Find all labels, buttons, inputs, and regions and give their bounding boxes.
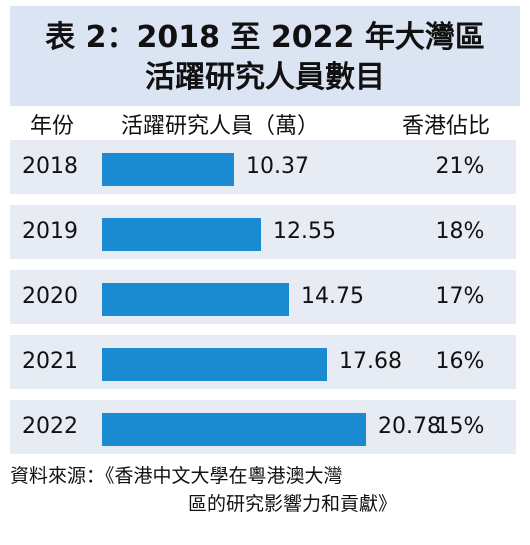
bar — [102, 153, 234, 186]
header-researchers: 活躍研究人員（萬） — [121, 114, 320, 139]
bar-value-label: 17.68 — [339, 349, 402, 374]
bar-value-label: 12.55 — [273, 219, 336, 244]
bar-value-label: 10.37 — [246, 154, 309, 179]
hk-share-value: 17% — [435, 284, 485, 309]
bar-row: 2020 14.75 17% — [10, 270, 516, 324]
bar-row: 2022 20.78 15% — [10, 400, 516, 454]
hk-share-value: 21% — [435, 154, 485, 179]
title-box: 表 2：2018 至 2022 年大灣區 活躍研究人員數目 — [10, 6, 520, 106]
source-note: 資料來源：《香港中文大學在粵港澳大灣 區的研究影響力和貢獻》 — [10, 462, 520, 518]
bar-row: 2021 17.68 16% — [10, 335, 516, 389]
header-hk-share: 香港佔比 — [402, 114, 491, 139]
hk-share-value: 15% — [435, 414, 485, 439]
year-label: 2018 — [22, 154, 78, 179]
source-line-2: 區的研究影響力和貢獻》 — [188, 493, 398, 515]
bar-row: 2018 10.37 21% — [10, 140, 516, 194]
hk-share-value: 18% — [435, 219, 485, 244]
bar — [102, 348, 327, 381]
bar — [102, 283, 289, 316]
bar-value-label: 14.75 — [301, 284, 364, 309]
column-header: 年份 活躍研究人員（萬） 香港佔比 — [0, 106, 530, 146]
bar-value-label: 20.78 — [378, 414, 441, 439]
year-label: 2020 — [22, 284, 78, 309]
chart-title-line-2: 活躍研究人員數目 — [145, 60, 385, 95]
chart-title-line-1: 表 2：2018 至 2022 年大灣區 — [45, 20, 485, 55]
bar — [102, 413, 366, 446]
source-line-1: 資料來源：《香港中文大學在粵港澳大灣 — [10, 465, 343, 487]
bar — [102, 218, 261, 251]
bar-row: 2019 12.55 18% — [10, 205, 516, 259]
hk-share-value: 16% — [435, 349, 485, 374]
year-label: 2022 — [22, 414, 78, 439]
header-year: 年份 — [30, 114, 75, 139]
year-label: 2021 — [22, 349, 78, 374]
year-label: 2019 — [22, 219, 78, 244]
